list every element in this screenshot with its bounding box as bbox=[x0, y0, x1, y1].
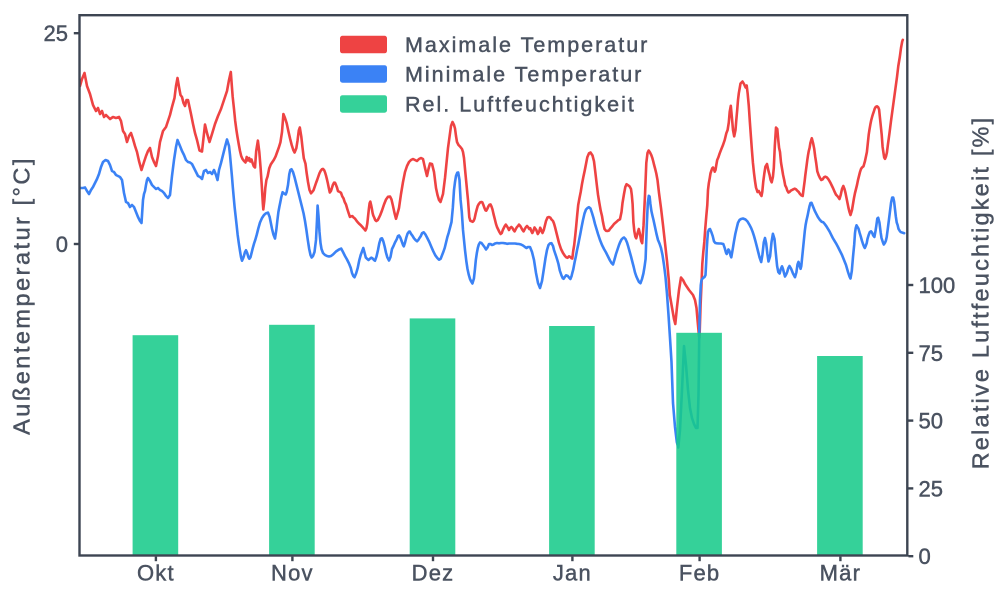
svg-text:Außentemperatur [°C]: Außentemperatur [°C] bbox=[9, 156, 35, 435]
svg-text:75: 75 bbox=[919, 341, 943, 366]
svg-text:50: 50 bbox=[919, 409, 943, 434]
svg-text:25: 25 bbox=[919, 476, 943, 501]
svg-text:Minimale Temperatur: Minimale Temperatur bbox=[405, 63, 643, 87]
svg-text:Nov: Nov bbox=[271, 561, 314, 586]
svg-text:Mär: Mär bbox=[820, 561, 862, 586]
svg-text:100: 100 bbox=[919, 273, 956, 298]
svg-text:Relative Luftfeuchtigkeit [%]: Relative Luftfeuchtigkeit [%] bbox=[968, 116, 994, 470]
svg-text:Feb: Feb bbox=[679, 561, 721, 586]
svg-text:25: 25 bbox=[44, 21, 68, 46]
svg-text:Dez: Dez bbox=[412, 561, 455, 586]
svg-text:0: 0 bbox=[56, 232, 68, 257]
svg-text:Maximale Temperatur: Maximale Temperatur bbox=[405, 33, 649, 57]
svg-text:0: 0 bbox=[919, 544, 931, 569]
svg-text:Rel. Luftfeuchtigkeit: Rel. Luftfeuchtigkeit bbox=[405, 93, 636, 117]
svg-text:Jan: Jan bbox=[553, 561, 592, 586]
svg-text:Okt: Okt bbox=[137, 561, 175, 586]
